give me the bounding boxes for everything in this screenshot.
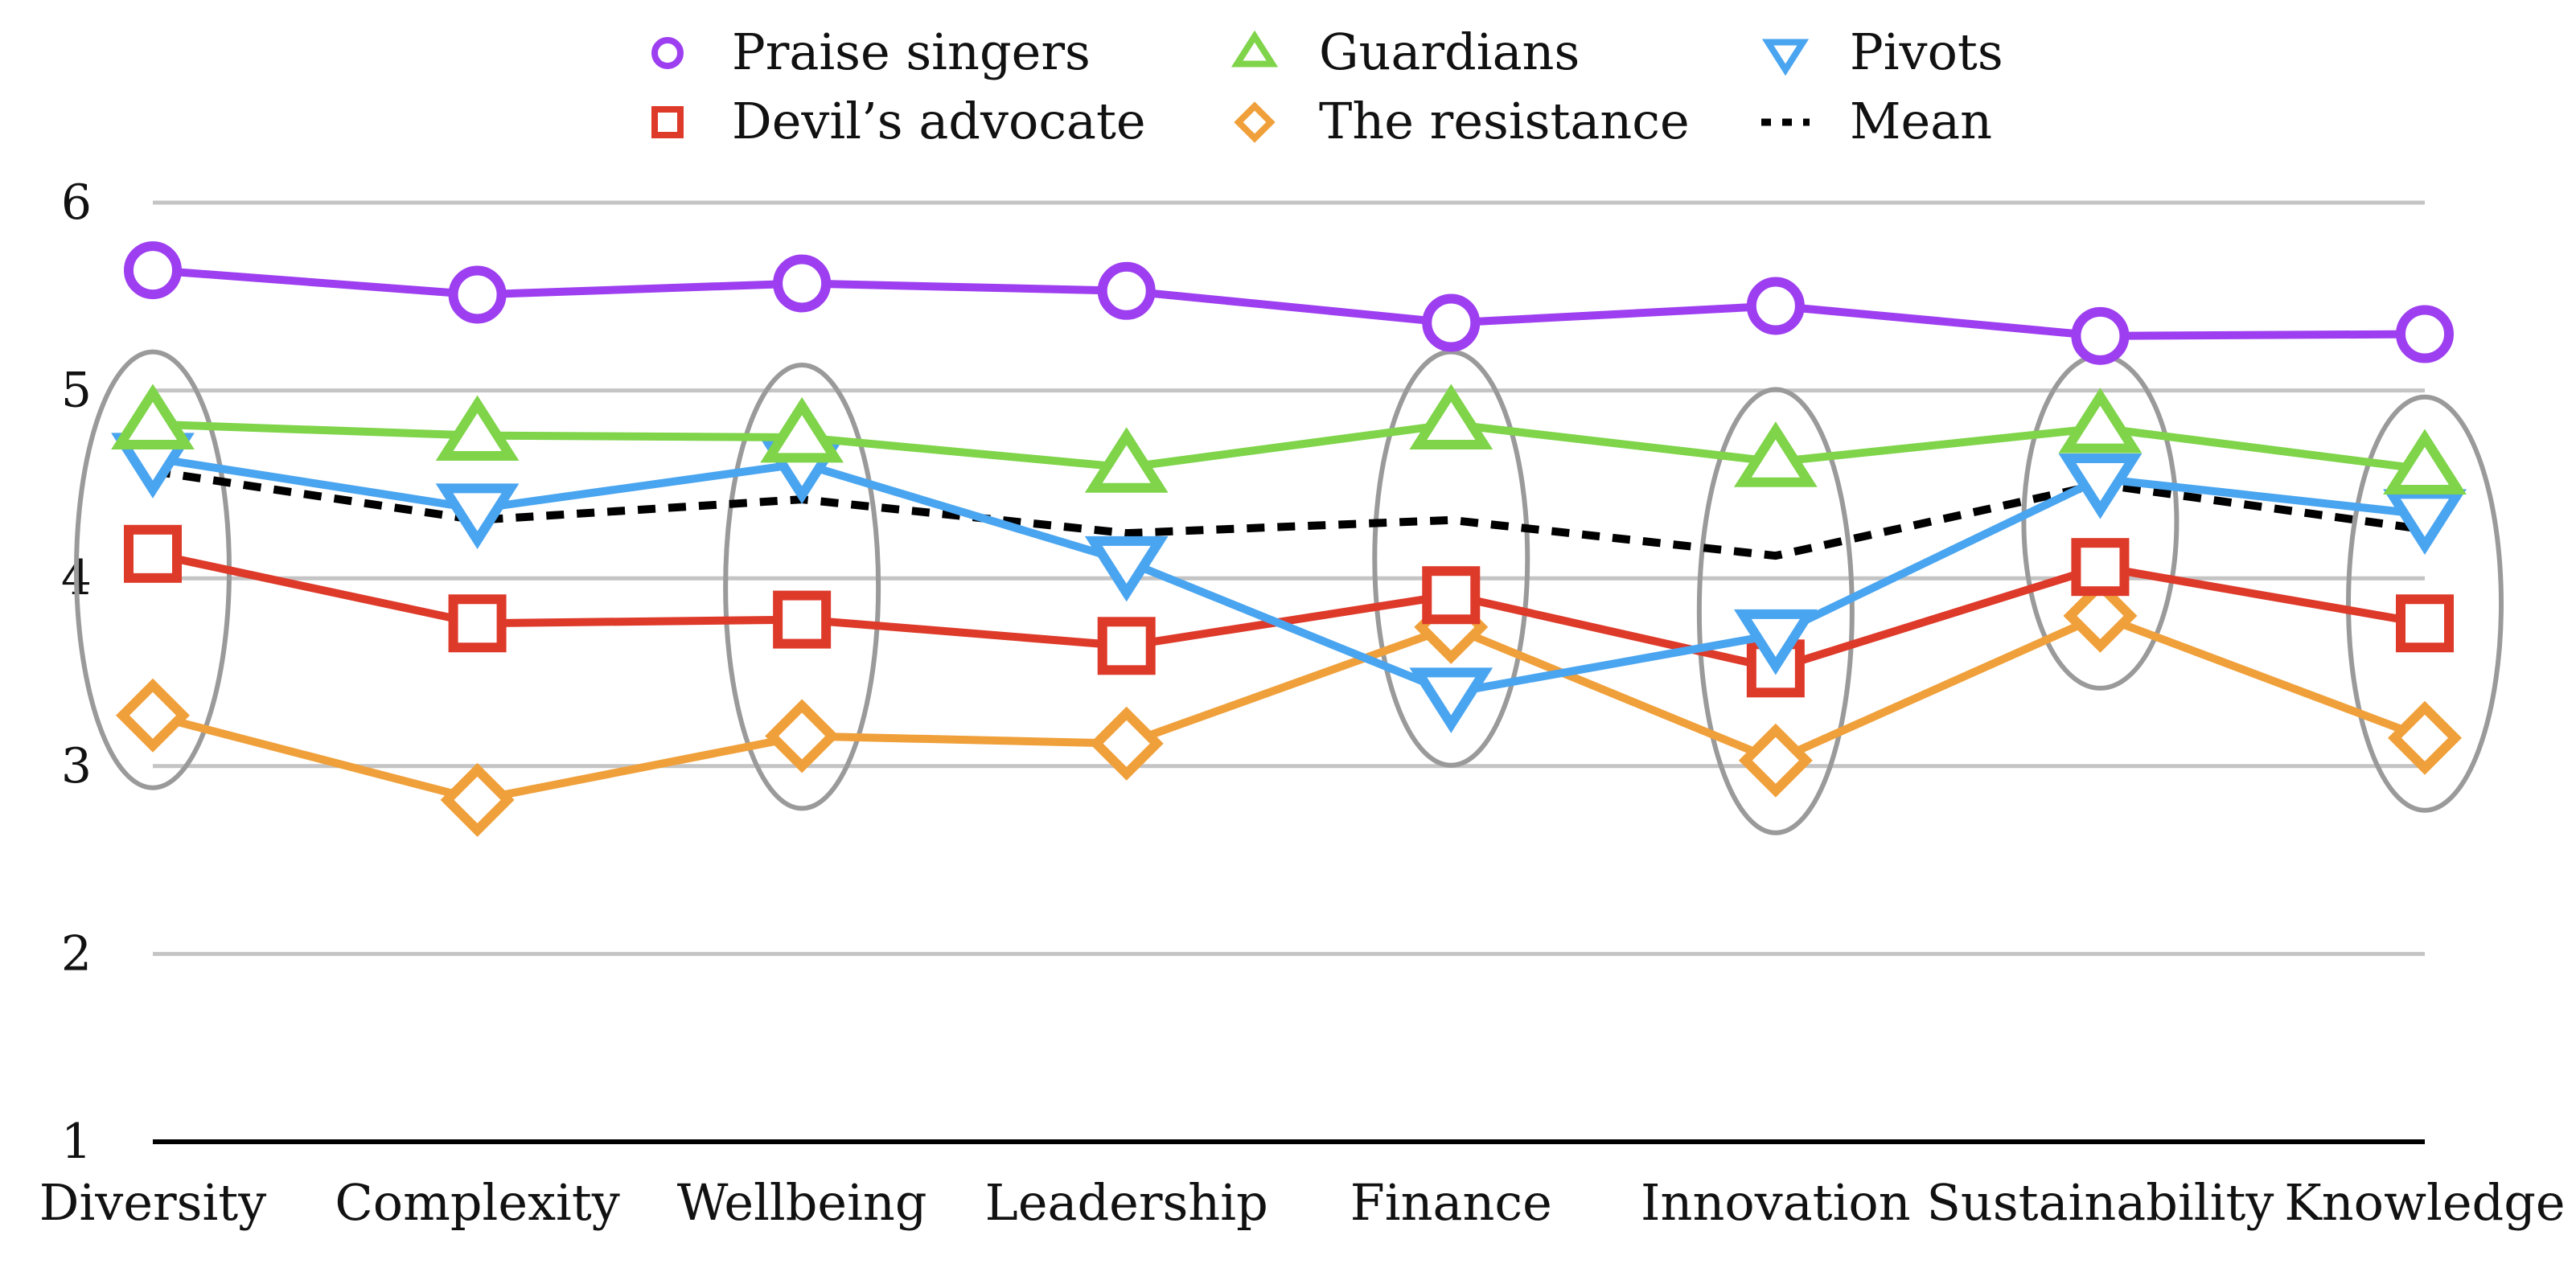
legend-label-praise-singers: Praise singers <box>732 23 1091 81</box>
data-point-praise-singers <box>2396 305 2454 363</box>
legend-label-pivots: Pivots <box>1850 23 2003 81</box>
legend-label-guardians: Guardians <box>1319 23 1580 81</box>
data-point-the-resistance <box>2388 700 2462 775</box>
data-point-praise-singers <box>448 265 507 324</box>
data-point-praise-singers <box>1746 277 1805 335</box>
highlight-ellipse-innovation <box>1696 387 1855 835</box>
legend-swatch-guardians <box>1230 30 1279 68</box>
x-tick-label: Leadership <box>985 1173 1268 1232</box>
highlight-ellipse-finance <box>1372 349 1530 768</box>
x-tick-label: Complexity <box>335 1173 620 1232</box>
y-tick-label: 5 <box>61 363 92 419</box>
data-point-pivots <box>1084 536 1169 602</box>
x-tick-label: Diversity <box>39 1173 266 1232</box>
data-point-devil-s-advocate <box>124 524 182 583</box>
legend-swatch-pivots <box>1761 39 1810 76</box>
legend-label-the-resistance: The resistance <box>1319 92 1690 150</box>
series-line-mean <box>152 467 2426 560</box>
data-point-praise-singers <box>1097 261 1156 320</box>
data-point-the-resistance <box>1089 706 1164 781</box>
data-point-pivots <box>2383 489 2467 555</box>
data-point-the-resistance <box>2063 578 2138 653</box>
data-point-guardians <box>1084 427 1169 493</box>
data-point-praise-singers <box>2071 306 2130 365</box>
data-point-pivots <box>1733 609 1818 675</box>
data-point-guardians <box>1409 384 1493 449</box>
data-point-guardians <box>760 396 844 463</box>
data-point-pivots <box>1409 667 1493 733</box>
data-point-devil-s-advocate <box>2071 538 2130 597</box>
series-lines <box>111 241 2467 837</box>
y-tick-label: 2 <box>61 925 92 982</box>
data-point-praise-singers <box>124 241 182 300</box>
data-point-guardians <box>2383 429 2467 495</box>
x-tick-label: Innovation <box>1641 1173 1911 1232</box>
series-line-pivots <box>152 453 2426 697</box>
series-line-the-resistance <box>151 611 2426 804</box>
x-tick-label: Knowledge <box>2284 1173 2565 1232</box>
y-tick-label: 1 <box>61 1114 92 1170</box>
x-tick-label: Wellbeing <box>677 1173 927 1232</box>
x-tick-label: Finance <box>1350 1173 1552 1232</box>
data-point-devil-s-advocate <box>1097 617 1156 675</box>
data-point-the-resistance <box>1738 723 1813 798</box>
legend-label-mean: Mean <box>1850 92 1992 150</box>
legend-swatch-devil-s-advocate <box>651 106 684 138</box>
data-point-the-resistance <box>765 699 840 774</box>
data-point-guardians <box>2058 388 2143 453</box>
data-point-praise-singers <box>1422 293 1481 352</box>
legend-swatch-praise-singers <box>651 37 684 69</box>
highlight-ellipse-knowledge <box>2346 394 2504 813</box>
highlight-ellipse-wellbeing <box>723 362 881 811</box>
data-point-praise-singers <box>773 254 832 313</box>
data-point-pivots <box>435 483 520 549</box>
y-tick-label: 3 <box>61 738 92 794</box>
data-point-guardians <box>435 395 520 462</box>
data-point-devil-s-advocate <box>2396 594 2454 653</box>
series-line-praise-singers <box>152 266 2426 340</box>
legend-label-devil-s-advocate: Devil’s advocate <box>732 92 1146 150</box>
data-point-guardians <box>1733 421 1818 487</box>
series-line-guardians <box>152 420 2426 474</box>
data-point-the-resistance <box>440 762 515 837</box>
data-point-devil-s-advocate <box>773 590 832 649</box>
gridlines <box>153 200 2425 956</box>
x-tick-label: Sustainability <box>1926 1173 2274 1232</box>
data-point-the-resistance <box>116 678 190 753</box>
legend: Praise singers Guardians Pivots Devil’s adv… <box>651 23 2003 150</box>
series-line-devil-s-advocate <box>151 549 2426 673</box>
highlight-ellipses <box>74 349 2504 835</box>
data-point-pivots <box>2058 453 2143 519</box>
y-tick-label: 6 <box>61 174 92 231</box>
data-point-guardians <box>111 384 195 449</box>
data-point-devil-s-advocate <box>448 594 507 653</box>
data-point-devil-s-advocate <box>1422 566 1481 625</box>
legend-swatch-the-resistance <box>1234 101 1276 143</box>
